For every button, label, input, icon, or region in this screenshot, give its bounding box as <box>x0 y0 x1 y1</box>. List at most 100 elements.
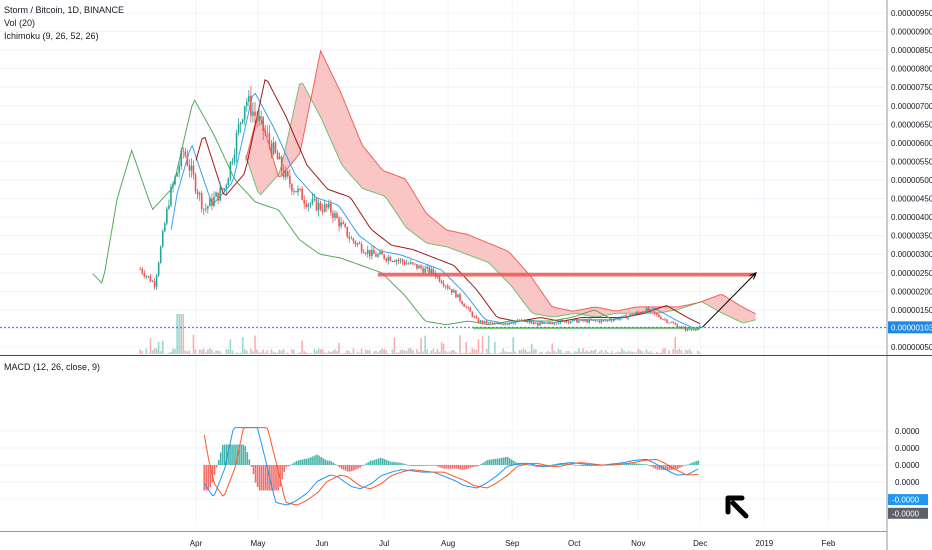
price-tick-label: 0.00000450 <box>891 195 932 204</box>
macd-tick-label: 0.0000 <box>895 444 920 453</box>
macd-indicator-label[interactable]: MACD (12, 26, close, 9) <box>4 362 101 372</box>
macd-histogram-bar <box>359 465 361 468</box>
candle-body <box>602 320 605 322</box>
candle-body <box>241 119 244 123</box>
macd-histogram-bar <box>543 465 546 467</box>
candle-body <box>617 318 619 320</box>
macd-histogram-bar <box>527 464 529 466</box>
candle-body <box>637 312 640 313</box>
candle-body <box>498 323 500 325</box>
volume-bar <box>533 349 535 354</box>
volume-bar <box>467 352 469 354</box>
ichimoku-layer <box>92 49 756 330</box>
macd-histogram-bar <box>221 444 224 465</box>
macd-histogram-bar <box>410 465 413 466</box>
macd-histogram-bar <box>564 463 566 465</box>
candle-body <box>522 319 525 322</box>
candle-body <box>658 314 660 318</box>
candle-body <box>284 171 287 178</box>
candle-body <box>342 222 344 225</box>
candle-body <box>666 319 668 323</box>
symbol-title[interactable]: Storm / Bitcoin, 1D, BINANCE <box>4 5 125 15</box>
volume-bar <box>362 353 365 354</box>
macd-histogram-bar <box>232 444 234 465</box>
macd-histogram-bar <box>510 459 513 465</box>
candle-body <box>598 320 601 323</box>
volume-bar <box>473 349 476 354</box>
volume-bar <box>524 349 527 354</box>
macd-histogram-bar <box>326 460 329 465</box>
volume-bars <box>139 314 701 354</box>
volume-indicator-label[interactable]: Vol (20) <box>4 18 36 28</box>
volume-bar <box>350 352 353 354</box>
macd-histogram-bar <box>474 465 476 467</box>
volume-bar <box>373 351 375 354</box>
candle-body <box>571 319 574 322</box>
volume-bar <box>598 351 601 354</box>
macd-histogram-bar <box>295 460 298 465</box>
macd-histogram-bar <box>287 465 290 467</box>
volume-bar <box>352 348 355 354</box>
candle-body <box>188 165 191 171</box>
volume-bar <box>211 349 213 354</box>
candle-body <box>170 187 172 206</box>
volume-bar <box>551 343 554 354</box>
volume-bar <box>274 352 277 354</box>
candle-body <box>674 323 677 325</box>
candle-body <box>420 265 422 269</box>
candle-body <box>356 243 359 245</box>
macd-histogram-bar <box>234 444 236 465</box>
macd-histogram-bar <box>652 465 655 468</box>
macd-histogram-bar <box>424 465 427 466</box>
candle-body <box>539 322 541 326</box>
macd-value-label: -0.0000 <box>892 496 920 505</box>
candle-body <box>207 206 209 209</box>
volume-bar <box>235 352 238 354</box>
volume-bar <box>629 351 631 354</box>
macd-histogram-bar <box>385 460 388 465</box>
macd-histogram-bar <box>338 465 341 468</box>
candle-body <box>541 322 543 324</box>
macd-histogram-bar <box>451 465 454 469</box>
macd-histogram-bar <box>677 465 679 469</box>
volume-bar <box>414 353 416 354</box>
volume-bar <box>157 341 160 354</box>
macd-histogram-bar <box>289 464 292 466</box>
candle-body <box>524 321 527 323</box>
macd-histogram-bar <box>662 465 665 471</box>
candle-body <box>512 323 515 325</box>
candle-body <box>315 198 318 211</box>
candle-body <box>258 117 260 121</box>
volume-bar <box>649 350 652 354</box>
macd-histogram-bar <box>344 465 347 471</box>
ichimoku-indicator-label[interactable]: Ichimoku (9, 26, 52, 26) <box>4 31 99 41</box>
volume-bar <box>463 352 465 354</box>
candle-body <box>229 161 232 179</box>
price-tick-label: 0.00000300 <box>891 250 932 259</box>
volume-bar <box>610 350 613 354</box>
volume-bar <box>180 314 182 354</box>
macd-histogram-bar <box>236 444 238 465</box>
volume-bar <box>528 351 531 354</box>
macd-histogram-bar <box>531 465 534 466</box>
volume-bar <box>313 348 316 354</box>
macd-histogram-bar <box>371 460 374 465</box>
candle-body <box>239 122 242 125</box>
volume-bar <box>688 349 691 354</box>
volume-bar <box>217 350 219 354</box>
macd-histogram-bar <box>213 465 216 475</box>
candle-body <box>660 317 662 320</box>
candle-body <box>662 319 664 320</box>
candle-body <box>155 275 158 287</box>
volume-bar <box>276 352 279 354</box>
macd-lines <box>203 427 699 506</box>
candle-body <box>385 258 387 261</box>
candle-body <box>399 259 402 261</box>
macd-histogram-bar <box>449 465 452 469</box>
candle-body <box>578 320 580 323</box>
volume-bar <box>200 349 203 354</box>
volume-bar <box>416 349 418 354</box>
volume-bar <box>504 351 506 354</box>
candle-body <box>391 261 394 262</box>
